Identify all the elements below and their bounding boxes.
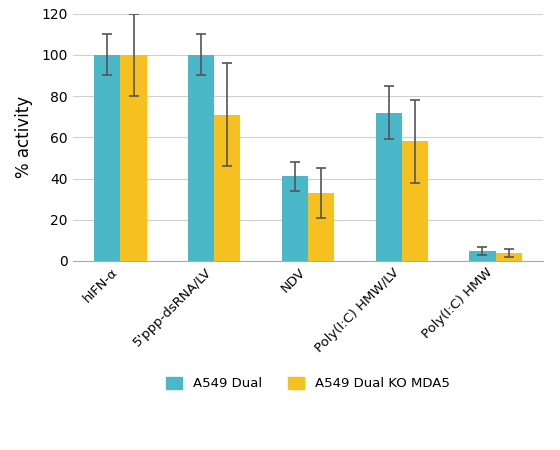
Bar xyxy=(94,55,120,261)
Bar xyxy=(308,193,334,261)
Bar xyxy=(188,55,214,261)
Y-axis label: % activity: % activity xyxy=(15,96,33,178)
Bar xyxy=(402,141,428,261)
Bar xyxy=(120,55,147,261)
Legend: A549 Dual, A549 Dual KO MDA5: A549 Dual, A549 Dual KO MDA5 xyxy=(161,372,455,396)
Bar xyxy=(214,115,240,261)
Bar xyxy=(469,251,496,261)
Bar xyxy=(282,176,308,261)
Bar xyxy=(376,112,402,261)
Bar xyxy=(496,253,522,261)
